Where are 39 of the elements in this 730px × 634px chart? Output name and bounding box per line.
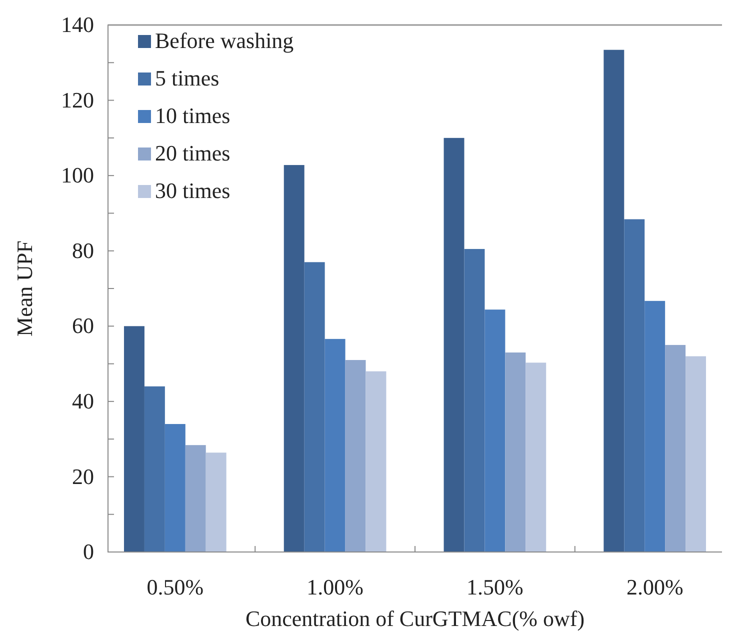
bar [604, 50, 624, 552]
legend-label: 20 times [155, 140, 230, 166]
bar [686, 356, 706, 552]
bar [505, 352, 526, 552]
y-tick-label: 20 [72, 464, 94, 489]
y-tick-label: 0 [83, 539, 94, 564]
x-tick-label: 1.50% [466, 574, 524, 600]
y-tick-label: 120 [61, 87, 94, 112]
y-tick-label: 140 [61, 12, 94, 38]
bar [164, 424, 186, 552]
legend-label: 30 times [155, 178, 230, 203]
bar [366, 371, 386, 552]
x-axis-title: Concentration of CurGTMAC(% owf) [245, 606, 585, 631]
y-axis-title: Mean UPF [12, 240, 37, 336]
y-tick-label: 60 [72, 313, 94, 338]
bar [444, 138, 464, 552]
x-tick-label: 1.00% [306, 574, 364, 600]
y-tick-label: 100 [61, 162, 94, 188]
bar [284, 165, 304, 552]
x-tick-label: 2.00% [626, 574, 684, 600]
legend-label: 5 times [155, 66, 220, 90]
legend-label: Before washing [155, 28, 294, 53]
legend-label: 10 times [155, 103, 230, 128]
bar [464, 248, 485, 552]
bar [484, 310, 506, 552]
bar [624, 219, 645, 552]
x-tick-label: 0.50% [146, 574, 204, 600]
bar [644, 300, 666, 552]
bar [665, 344, 686, 552]
bar [185, 445, 206, 552]
bar [345, 360, 366, 552]
bar [206, 452, 226, 552]
bar [304, 262, 325, 552]
bar [124, 326, 144, 552]
bar [324, 338, 346, 552]
bar [526, 362, 546, 552]
y-tick-label: 80 [72, 238, 94, 263]
bar [144, 386, 165, 552]
y-tick-label: 40 [72, 388, 94, 414]
